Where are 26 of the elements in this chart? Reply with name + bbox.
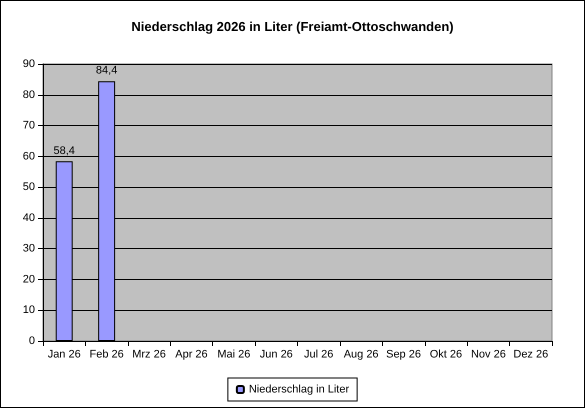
x-tick-label: Feb 26 [90, 348, 124, 360]
y-tick-label: 40 [22, 212, 35, 224]
x-tick-label: Aug 26 [344, 348, 379, 360]
x-tick-label: Okt 26 [430, 348, 462, 360]
y-tick-label: 90 [22, 58, 35, 70]
data-label: 84,4 [96, 64, 118, 77]
y-tick-label: 10 [22, 304, 35, 316]
x-tick-label: Nov 26 [470, 348, 506, 360]
x-tick-label: Jul 26 [304, 348, 334, 360]
x-tick-label: Dez 26 [513, 348, 548, 360]
x-tick-label: Sep 26 [386, 348, 421, 360]
x-tick-label: Jun 26 [260, 348, 293, 360]
y-tick-label: 80 [22, 88, 35, 101]
x-tick-label: Mai 26 [217, 348, 250, 360]
x-tick-label: Apr 26 [175, 348, 208, 360]
data-label: 58,4 [53, 144, 75, 157]
y-tick-label: 0 [28, 335, 35, 347]
x-tick-label: Jan 26 [48, 348, 81, 360]
y-tick-label: 70 [22, 120, 35, 132]
y-tick-label: 60 [22, 150, 35, 162]
chart-title: Niederschlag 2026 in Liter (Freiamt-Ottoschwanden) [131, 19, 454, 34]
y-tick-label: 20 [22, 273, 35, 286]
x-tick-label: Mrz 26 [132, 348, 166, 360]
legend-label: Niederschlag in Liter [248, 384, 350, 396]
y-tick-label: 50 [22, 181, 35, 194]
y-tick-label: 30 [22, 242, 35, 255]
